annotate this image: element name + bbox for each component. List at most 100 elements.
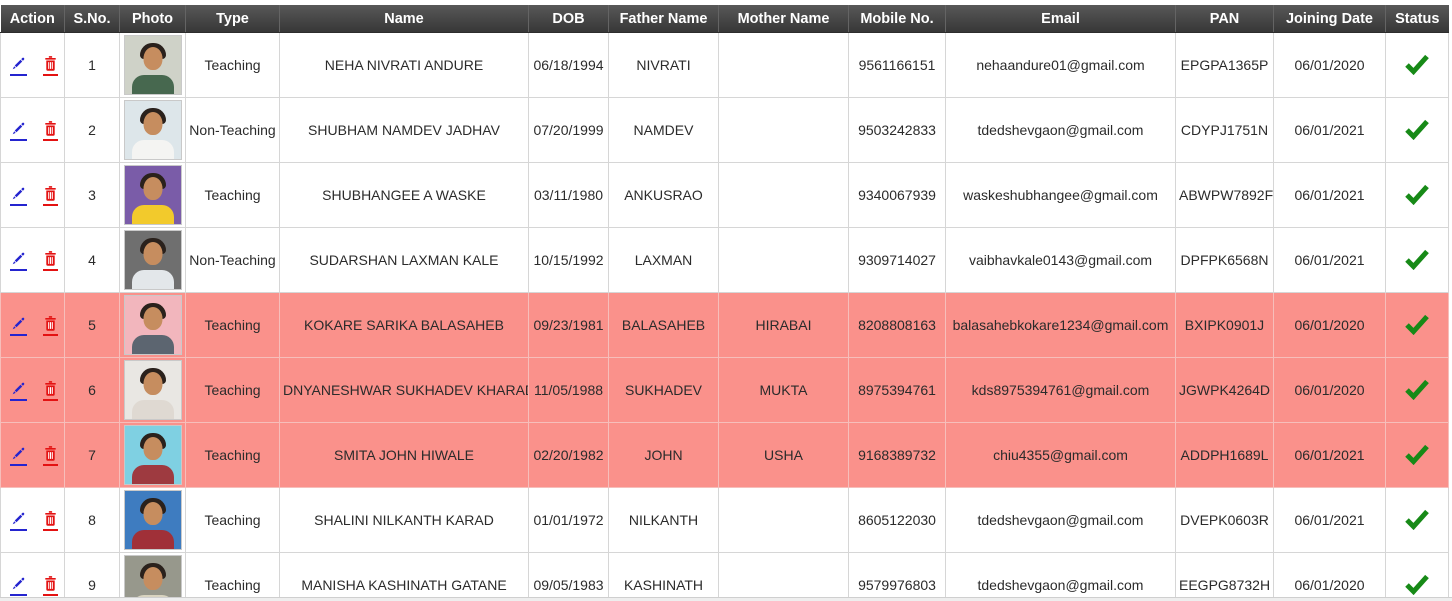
- serial-number-cell: 2: [64, 97, 120, 163]
- photo-torso-shape: [131, 140, 174, 159]
- check-icon[interactable]: [1404, 248, 1430, 270]
- delete-button[interactable]: [42, 315, 58, 336]
- serial-number-cell: 5: [64, 292, 120, 358]
- column-header-father-name: Father Name: [608, 5, 719, 33]
- staff-photo: [123, 100, 182, 160]
- edit-button[interactable]: [10, 575, 27, 596]
- edit-button[interactable]: [10, 510, 27, 531]
- mobile-cell: 9309714027: [848, 227, 946, 293]
- edit-button[interactable]: [10, 445, 27, 466]
- mobile-cell: 8975394761: [848, 357, 946, 423]
- type-cell: Teaching: [185, 162, 280, 228]
- action-cell: [0, 97, 65, 163]
- delete-button[interactable]: [42, 250, 58, 271]
- trash-icon: [43, 315, 58, 335]
- status-cell: [1385, 357, 1449, 423]
- dob-cell: 06/18/1994: [528, 32, 609, 98]
- mobile-cell: 9561166151: [848, 32, 946, 98]
- edit-button[interactable]: [10, 185, 27, 206]
- check-icon[interactable]: [1404, 313, 1430, 335]
- pencil-icon: [10, 382, 27, 400]
- edit-button[interactable]: [10, 120, 27, 141]
- name-cell: SHUBHAM NAMDEV JADHAV: [279, 97, 529, 163]
- delete-button[interactable]: [42, 185, 58, 206]
- check-icon[interactable]: [1404, 508, 1430, 530]
- name-cell: SHALINI NILKANTH KARAD: [279, 487, 529, 553]
- pencil-icon: [10, 317, 27, 335]
- table-header: Action S.No. Photo Type Name DOB Father …: [0, 5, 1449, 33]
- photo-torso-shape: [131, 205, 174, 224]
- serial-number-cell: 4: [64, 227, 120, 293]
- mother-name-cell: [718, 552, 849, 601]
- edit-button[interactable]: [10, 250, 27, 271]
- joining-date-cell: 06/01/2020: [1273, 552, 1386, 601]
- check-icon[interactable]: [1404, 443, 1430, 465]
- delete-button[interactable]: [42, 510, 58, 531]
- photo-torso-shape: [131, 400, 174, 419]
- type-cell: Teaching: [185, 552, 280, 601]
- type-cell: Non-Teaching: [185, 227, 280, 293]
- type-cell: Teaching: [185, 292, 280, 358]
- photo-face-shape: [143, 242, 162, 265]
- photo-torso-shape: [131, 465, 174, 484]
- staff-table: Action S.No. Photo Type Name DOB Father …: [0, 5, 1449, 601]
- table-row: 7 Teaching SMITA JOHN HIWALE 02/20/1982 …: [0, 422, 1449, 488]
- photo-torso-shape: [131, 75, 174, 94]
- horizontal-scrollbar-track[interactable]: [0, 597, 1452, 601]
- pan-cell: DPFPK6568N: [1175, 227, 1274, 293]
- check-icon[interactable]: [1404, 378, 1430, 400]
- edit-button[interactable]: [10, 315, 27, 336]
- photo-face-shape: [143, 372, 162, 395]
- photo-face-shape: [143, 567, 162, 590]
- photo-face-shape: [143, 47, 162, 70]
- table-row: 6 Teaching DNYANESHWAR SUKHADEV KHARAD 1…: [0, 357, 1449, 423]
- check-icon[interactable]: [1404, 183, 1430, 205]
- serial-number-cell: 3: [64, 162, 120, 228]
- delete-button[interactable]: [42, 55, 58, 76]
- pan-cell: CDYPJ1751N: [1175, 97, 1274, 163]
- trash-icon: [43, 120, 58, 140]
- delete-button[interactable]: [42, 575, 58, 596]
- delete-button[interactable]: [42, 120, 58, 141]
- status-cell: [1385, 292, 1449, 358]
- status-cell: [1385, 162, 1449, 228]
- edit-button[interactable]: [10, 55, 27, 76]
- name-cell: SMITA JOHN HIWALE: [279, 422, 529, 488]
- photo-cell: [119, 292, 186, 358]
- check-icon[interactable]: [1404, 118, 1430, 140]
- mother-name-cell: HIRABAI: [718, 292, 849, 358]
- check-icon[interactable]: [1404, 573, 1430, 595]
- action-cell: [0, 487, 65, 553]
- photo-cell: [119, 32, 186, 98]
- staff-photo: [123, 425, 182, 485]
- action-cell: [0, 422, 65, 488]
- pencil-icon: [10, 122, 27, 140]
- dob-cell: 02/20/1982: [528, 422, 609, 488]
- photo-cell: [119, 487, 186, 553]
- mobile-cell: 9503242833: [848, 97, 946, 163]
- trash-icon: [43, 510, 58, 530]
- father-name-cell: LAXMAN: [608, 227, 719, 293]
- joining-date-cell: 06/01/2020: [1273, 292, 1386, 358]
- dob-cell: 10/15/1992: [528, 227, 609, 293]
- father-name-cell: KASHINATH: [608, 552, 719, 601]
- status-cell: [1385, 32, 1449, 98]
- photo-cell: [119, 227, 186, 293]
- name-cell: NEHA NIVRATI ANDURE: [279, 32, 529, 98]
- father-name-cell: JOHN: [608, 422, 719, 488]
- delete-button[interactable]: [42, 445, 58, 466]
- joining-date-cell: 06/01/2021: [1273, 227, 1386, 293]
- pencil-icon: [10, 512, 27, 530]
- name-cell: DNYANESHWAR SUKHADEV KHARAD: [279, 357, 529, 423]
- edit-button[interactable]: [10, 380, 27, 401]
- photo-cell: [119, 357, 186, 423]
- pan-cell: EPGPA1365P: [1175, 32, 1274, 98]
- column-header-email: Email: [945, 5, 1176, 33]
- column-header-mobile: Mobile No.: [848, 5, 946, 33]
- type-cell: Teaching: [185, 32, 280, 98]
- dob-cell: 09/05/1983: [528, 552, 609, 601]
- column-header-dob: DOB: [528, 5, 609, 33]
- mother-name-cell: [718, 227, 849, 293]
- delete-button[interactable]: [42, 380, 58, 401]
- check-icon[interactable]: [1404, 53, 1430, 75]
